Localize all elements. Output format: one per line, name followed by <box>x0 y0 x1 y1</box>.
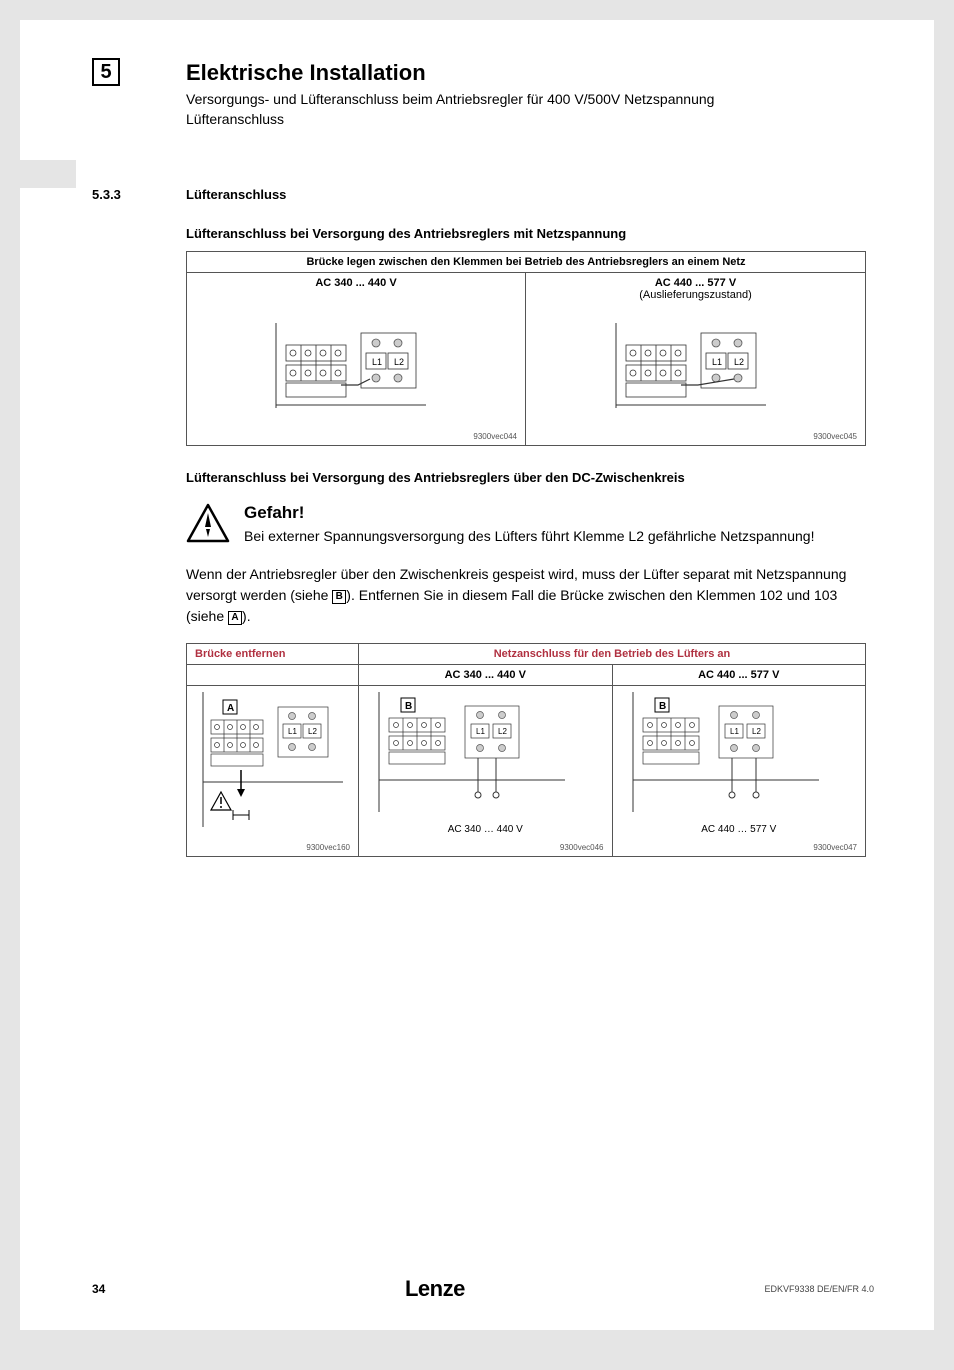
table2-col1-header: Brücke entfernen <box>187 644 359 664</box>
ref-box-b: B <box>332 590 346 604</box>
section-row: 5.3.3 Lüfteranschluss <box>92 187 874 202</box>
svg-text:L2: L2 <box>394 357 404 367</box>
table1-col2-head: AC 440 ... 577 V (Auslieferungszustand) <box>526 273 865 305</box>
table2-header-row1: Brücke entfernen Netzanschluss für den B… <box>187 644 865 665</box>
page-subtitle-2: Lüfteranschluss <box>186 110 874 130</box>
table1-diagram-left: L1 L2 9300vec044 <box>187 305 526 445</box>
left-accent <box>20 160 76 188</box>
table1-col1-voltage: AC 340 ... 440 V <box>315 277 396 289</box>
brand-logo: Lenze <box>405 1276 465 1302</box>
svg-text:L2: L2 <box>752 727 761 736</box>
page-subtitle-1: Versorgungs- und Lüfteranschluss beim An… <box>186 90 874 110</box>
table2-empty-cell <box>187 665 359 685</box>
danger-block: Gefahr! Bei externer Spannungsversorgung… <box>186 503 854 548</box>
chapter-number-box: 5 <box>92 58 120 86</box>
table1-diagram-right: L1 L2 9300vec045 <box>526 305 865 445</box>
svg-text:L2: L2 <box>308 727 317 736</box>
svg-text:L1: L1 <box>288 727 297 736</box>
fan-voltage-2: AC 440 … 577 V <box>619 824 860 835</box>
table2-col2-voltage: AC 340 ... 440 V <box>359 665 613 685</box>
svg-text:L1: L1 <box>476 727 485 736</box>
svg-text:A: A <box>227 703 234 714</box>
section-number: 5.3.3 <box>92 187 186 202</box>
danger-text-col: Gefahr! Bei externer Spannungsversorgung… <box>244 503 814 547</box>
table2-col3-voltage: AC 440 ... 577 V <box>613 665 866 685</box>
subheading-1: Lüfteranschluss bei Versorgung des Antri… <box>186 226 854 241</box>
diagram-ref-3: 9300vec160 <box>306 843 350 852</box>
content-area: Lüfteranschluss bei Versorgung des Antri… <box>186 226 854 857</box>
footer: 34 Lenze EDKVF9338 DE/EN/FR 4.0 <box>20 1276 934 1302</box>
svg-text:B: B <box>405 701 412 712</box>
diagram-ref-1: 9300vec044 <box>473 432 517 441</box>
table1-col2-note: (Auslieferungszustand) <box>639 289 752 301</box>
table1-header: Brücke legen zwischen den Klemmen bei Be… <box>187 252 865 273</box>
section-title: Lüfteranschluss <box>186 187 286 202</box>
svg-text:B: B <box>659 701 666 712</box>
table2-diagram-a: A <box>187 686 359 856</box>
svg-text:L1: L1 <box>730 727 739 736</box>
table2-header-row2: AC 340 ... 440 V AC 440 ... 577 V <box>187 665 865 686</box>
svg-text:L1: L1 <box>372 357 382 367</box>
table1-col1-head: AC 340 ... 440 V <box>187 273 526 305</box>
danger-icon-col <box>186 503 244 548</box>
diagram-ref-5: 9300vec047 <box>813 843 857 852</box>
table2-diagram-b1: B <box>359 686 613 856</box>
fan-voltage-1: AC 340 … 440 V <box>365 824 606 835</box>
table-dc-link: Brücke entfernen Netzanschluss für den B… <box>186 643 866 857</box>
page-number: 34 <box>92 1282 105 1296</box>
table-mains-supply: Brücke legen zwischen den Klemmen bei Be… <box>186 251 866 446</box>
terminal-diagram-1: L1 L2 <box>266 323 446 408</box>
danger-title: Gefahr! <box>244 503 814 523</box>
danger-text: Bei externer Spannungsversorgung des Lüf… <box>244 527 814 547</box>
svg-text:L2: L2 <box>734 357 744 367</box>
terminal-diagram-2: L1 L2 <box>606 323 786 408</box>
table1-diagram-row: L1 L2 9300vec044 <box>187 305 865 445</box>
diagram-ref-4: 9300vec046 <box>560 843 604 852</box>
table2-body: A <box>187 686 865 856</box>
table1-col2-voltage: AC 440 ... 577 V <box>655 277 736 289</box>
diagram-ref-2: 9300vec045 <box>813 432 857 441</box>
header-block: Elektrische Installation Versorgungs- un… <box>186 60 874 129</box>
table2-diagram-b2: B <box>613 686 866 856</box>
svg-text:L1: L1 <box>712 357 722 367</box>
paragraph-1: Wenn der Antriebsregler über den Zwische… <box>186 564 854 627</box>
para-part3: ). <box>242 608 251 624</box>
subheading-2: Lüfteranschluss bei Versorgung des Antri… <box>186 470 854 485</box>
table1-voltage-row: AC 340 ... 440 V AC 440 ... 577 V (Ausli… <box>187 273 865 305</box>
table2-col23-header: Netzanschluss für den Betrieb des Lüfter… <box>359 644 865 664</box>
warning-icon <box>186 503 230 543</box>
document-id: EDKVF9338 DE/EN/FR 4.0 <box>764 1284 874 1294</box>
ref-box-a: A <box>228 611 242 625</box>
page: 5 Elektrische Installation Versorgungs- … <box>20 20 934 1330</box>
page-title: Elektrische Installation <box>186 60 874 86</box>
svg-text:L2: L2 <box>498 727 507 736</box>
